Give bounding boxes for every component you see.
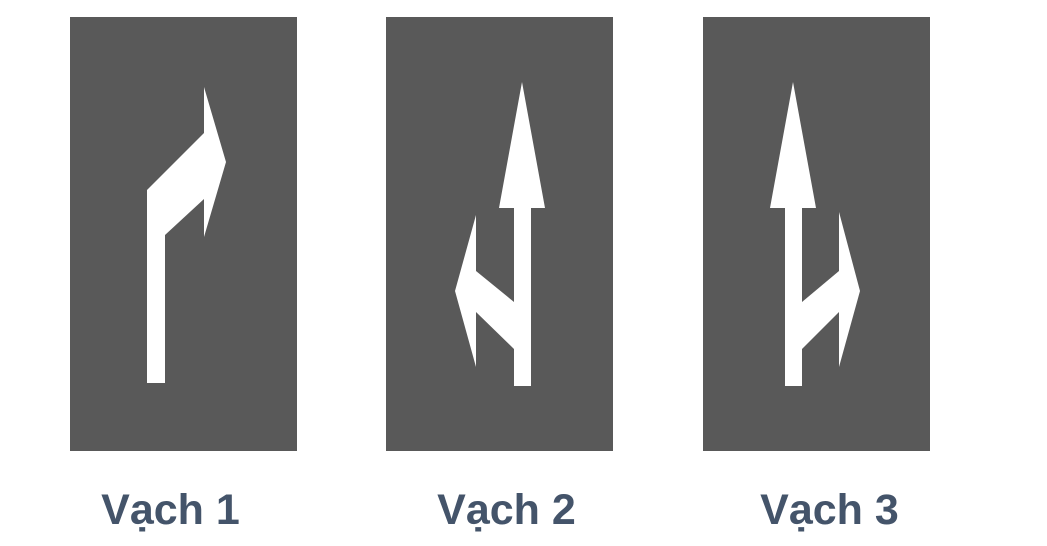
straight-or-left-arrow-icon bbox=[455, 82, 545, 386]
marking-1-label: Vạch 1 bbox=[101, 486, 240, 534]
straight-then-right-arrow-icon bbox=[147, 87, 226, 383]
road-marking-1 bbox=[70, 17, 297, 451]
marking-2-label: Vạch 2 bbox=[437, 486, 576, 534]
straight-or-right-arrow-icon bbox=[770, 82, 860, 386]
marking-3-label: Vạch 3 bbox=[760, 486, 899, 534]
road-marking-2 bbox=[386, 17, 613, 451]
road-marking-3 bbox=[703, 17, 930, 451]
